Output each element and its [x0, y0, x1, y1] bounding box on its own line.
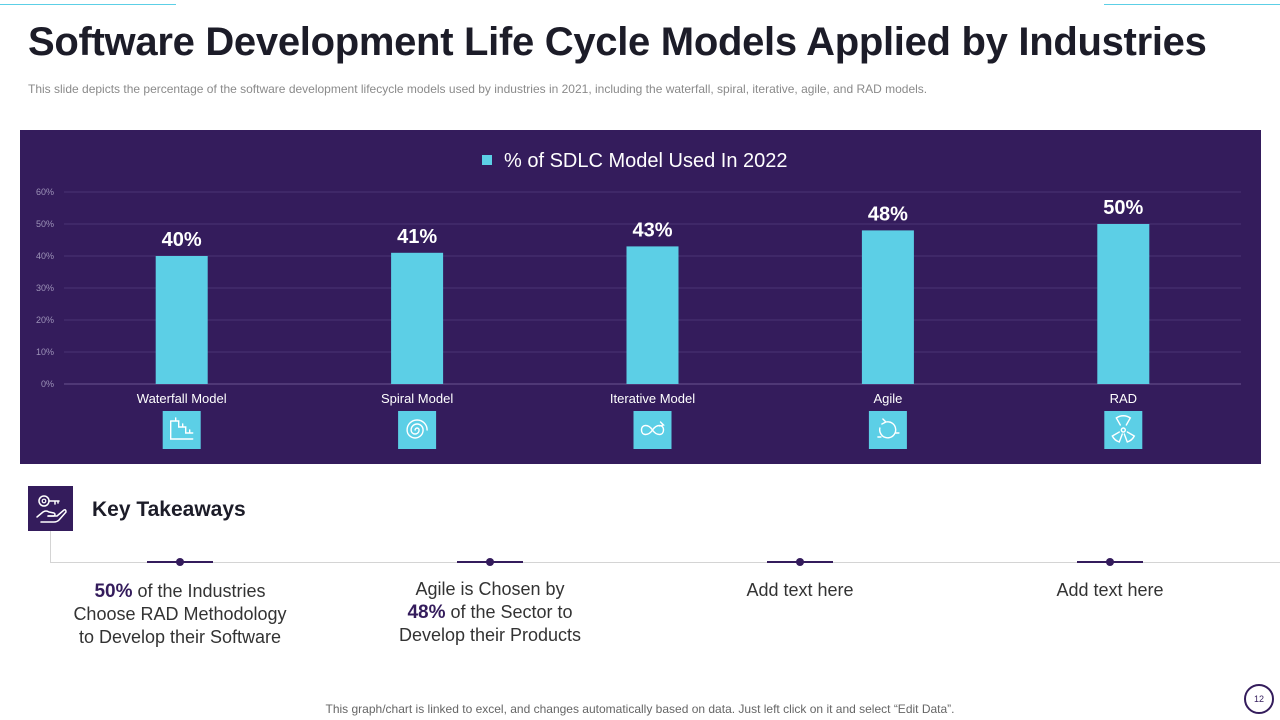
takeaway-text: of the Industries — [132, 581, 266, 601]
takeaway-highlight: 50% — [94, 581, 133, 602]
x-tick-label: Spiral Model — [381, 391, 453, 406]
bar — [626, 246, 679, 384]
rad-icon — [1111, 415, 1136, 443]
x-tick-label: RAD — [1110, 391, 1137, 406]
bar — [155, 256, 208, 384]
bar — [861, 230, 914, 384]
legend-swatch — [482, 155, 492, 165]
bar — [1097, 224, 1150, 384]
page-number: 12 — [1244, 684, 1274, 714]
key-takeaways-icon-box — [28, 486, 73, 531]
icon-tile — [868, 411, 907, 449]
data-label: 41% — [397, 226, 437, 248]
y-tick-label: 0% — [41, 379, 54, 389]
infinity-loop-icon — [640, 421, 665, 436]
spiral-icon — [406, 419, 428, 439]
data-label: 48% — [868, 203, 908, 225]
takeaway-text: Choose RAD Methodology — [73, 604, 287, 624]
y-tick-label: 10% — [36, 347, 54, 357]
takeaway-text: Develop their Products — [398, 625, 582, 645]
chart-panel[interactable]: % of SDLC Model Used In 2022 0% 10% 20% 30% 4… — [20, 130, 1261, 464]
data-label: 43% — [632, 219, 672, 241]
takeaway-marker — [147, 557, 213, 567]
takeaway-text: to Develop their Software — [78, 627, 282, 647]
bar-chart[interactable]: % of SDLC Model Used In 2022 0% 10% 20% 30% 4… — [20, 130, 1261, 464]
key-takeaways-title: Key Takeaways — [92, 498, 246, 521]
bar — [391, 252, 444, 384]
y-tick-label: 60% — [36, 187, 54, 197]
slide-subtitle: This slide depicts the percentage of the… — [28, 82, 928, 96]
takeaway-marker — [1077, 557, 1143, 567]
icon-tile — [398, 411, 437, 449]
takeaway-item-1[interactable]: 50% of the Industries Choose RAD Methodo… — [50, 580, 310, 649]
data-label: 50% — [1103, 197, 1143, 219]
takeaway-item-4[interactable]: Add text here — [980, 579, 1240, 602]
takeaway-marker — [457, 557, 523, 567]
takeaway-item-2[interactable]: Agile is Chosen by 48% of the Sector to … — [360, 578, 620, 647]
takeaway-text: Agile is Chosen by — [415, 579, 565, 599]
x-tick-label: Waterfall Model — [137, 391, 227, 406]
takeaways-connector-vertical — [50, 531, 51, 563]
y-tick-label: 30% — [36, 283, 54, 293]
waterfall-model-icon — [169, 417, 194, 440]
slide-title: Software Development Life Cycle Models A… — [28, 20, 1207, 64]
agile-cycle-icon — [877, 418, 900, 439]
takeaway-item-3[interactable]: Add text here — [670, 579, 930, 602]
icon-tile — [1104, 411, 1143, 449]
footnote: This graph/chart is linked to excel, and… — [325, 702, 955, 716]
takeaway-text[interactable]: Add text here — [1056, 580, 1164, 600]
y-tick-label: 20% — [36, 315, 54, 325]
top-accent-line-left — [0, 4, 176, 5]
y-tick-label: 50% — [36, 219, 54, 229]
top-accent-line-right — [1104, 4, 1280, 5]
x-tick-label: Agile — [873, 391, 902, 406]
icon-tile — [162, 411, 201, 449]
data-label: 40% — [162, 229, 202, 251]
takeaway-text[interactable]: Add text here — [746, 580, 854, 600]
takeaway-highlight: 48% — [407, 602, 446, 623]
takeaway-marker — [767, 557, 833, 567]
takeaway-text: of the Sector to — [445, 602, 573, 622]
hand-gear-icon — [35, 494, 67, 523]
legend-label: % of SDLC Model Used In 2022 — [504, 150, 788, 172]
y-tick-label: 40% — [36, 251, 54, 261]
takeaways-connector-horizontal — [50, 562, 1280, 563]
x-tick-label: Iterative Model — [610, 391, 695, 406]
